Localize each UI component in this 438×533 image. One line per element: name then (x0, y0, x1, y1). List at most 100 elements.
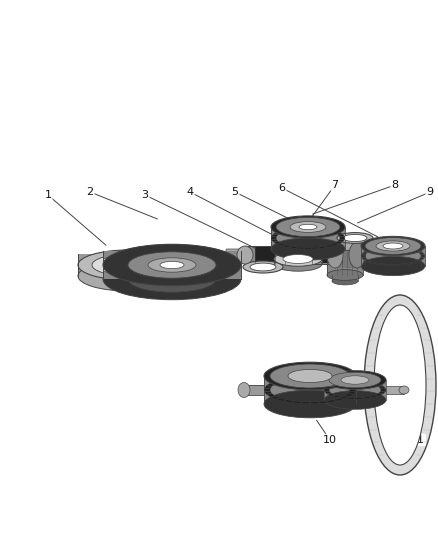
Polygon shape (132, 246, 146, 250)
Bar (244, 385, 282, 395)
Polygon shape (335, 232, 343, 235)
Polygon shape (318, 401, 328, 403)
Polygon shape (339, 397, 347, 399)
Ellipse shape (104, 257, 116, 261)
Ellipse shape (274, 252, 322, 266)
Polygon shape (110, 253, 121, 257)
Ellipse shape (299, 224, 317, 230)
Polygon shape (381, 264, 389, 265)
Polygon shape (123, 248, 137, 252)
Polygon shape (345, 383, 354, 386)
Polygon shape (415, 251, 422, 253)
Polygon shape (318, 376, 328, 379)
Ellipse shape (141, 257, 152, 261)
Polygon shape (340, 396, 350, 399)
Polygon shape (277, 243, 285, 246)
Ellipse shape (290, 222, 326, 232)
Polygon shape (379, 386, 385, 389)
Polygon shape (410, 248, 418, 251)
Polygon shape (397, 246, 405, 248)
Ellipse shape (332, 277, 358, 285)
Polygon shape (271, 237, 276, 239)
Bar (103, 251, 241, 279)
Polygon shape (282, 229, 291, 231)
Bar (342, 247, 355, 263)
Polygon shape (364, 251, 371, 253)
Bar (274, 259, 322, 264)
Polygon shape (103, 260, 112, 263)
Polygon shape (331, 230, 339, 233)
Polygon shape (335, 241, 343, 244)
Polygon shape (346, 381, 355, 383)
Polygon shape (361, 255, 365, 257)
Ellipse shape (250, 263, 276, 271)
Ellipse shape (349, 242, 365, 268)
Polygon shape (346, 398, 355, 399)
Text: 2: 2 (86, 187, 94, 197)
Ellipse shape (270, 364, 350, 388)
Polygon shape (273, 232, 281, 235)
Ellipse shape (103, 244, 241, 286)
Ellipse shape (324, 391, 386, 409)
Polygon shape (345, 394, 354, 397)
Polygon shape (228, 270, 239, 274)
Polygon shape (282, 245, 291, 247)
Bar (324, 380, 386, 400)
Polygon shape (375, 384, 383, 387)
Polygon shape (208, 248, 221, 252)
Ellipse shape (264, 362, 356, 390)
Polygon shape (326, 400, 337, 402)
Ellipse shape (148, 258, 196, 272)
Polygon shape (363, 381, 371, 383)
Ellipse shape (341, 376, 369, 384)
Polygon shape (110, 273, 121, 277)
Polygon shape (116, 251, 128, 254)
Ellipse shape (141, 269, 152, 272)
Polygon shape (361, 253, 367, 255)
Polygon shape (381, 389, 386, 391)
Polygon shape (228, 256, 239, 260)
Polygon shape (266, 383, 275, 386)
Polygon shape (389, 264, 397, 265)
Polygon shape (379, 391, 385, 394)
Text: 11: 11 (411, 435, 425, 445)
Polygon shape (375, 393, 383, 396)
Polygon shape (289, 246, 297, 248)
Polygon shape (332, 382, 341, 385)
Polygon shape (368, 261, 376, 263)
Ellipse shape (343, 235, 367, 241)
Polygon shape (198, 280, 212, 284)
FancyBboxPatch shape (226, 249, 246, 261)
Ellipse shape (103, 259, 241, 300)
Polygon shape (276, 398, 286, 401)
Ellipse shape (104, 269, 116, 272)
Text: 6: 6 (279, 183, 286, 193)
Text: 5: 5 (232, 187, 239, 197)
Polygon shape (103, 263, 110, 267)
Polygon shape (271, 239, 278, 241)
Polygon shape (404, 247, 412, 249)
Polygon shape (338, 235, 345, 237)
Polygon shape (270, 381, 280, 384)
Text: 7: 7 (332, 180, 339, 190)
Polygon shape (232, 266, 241, 270)
Polygon shape (264, 386, 272, 389)
Polygon shape (223, 253, 234, 257)
Polygon shape (106, 256, 116, 260)
Bar (271, 227, 345, 249)
Polygon shape (234, 263, 241, 267)
Ellipse shape (383, 243, 403, 249)
Ellipse shape (92, 254, 164, 276)
Text: 9: 9 (427, 187, 434, 197)
Polygon shape (348, 386, 356, 389)
Polygon shape (270, 396, 280, 399)
Ellipse shape (327, 240, 363, 251)
Polygon shape (223, 273, 234, 277)
Polygon shape (348, 391, 356, 394)
Polygon shape (361, 257, 367, 260)
Bar (335, 242, 357, 268)
Polygon shape (312, 227, 320, 229)
Ellipse shape (327, 242, 343, 268)
Ellipse shape (364, 295, 436, 475)
Polygon shape (132, 280, 146, 284)
